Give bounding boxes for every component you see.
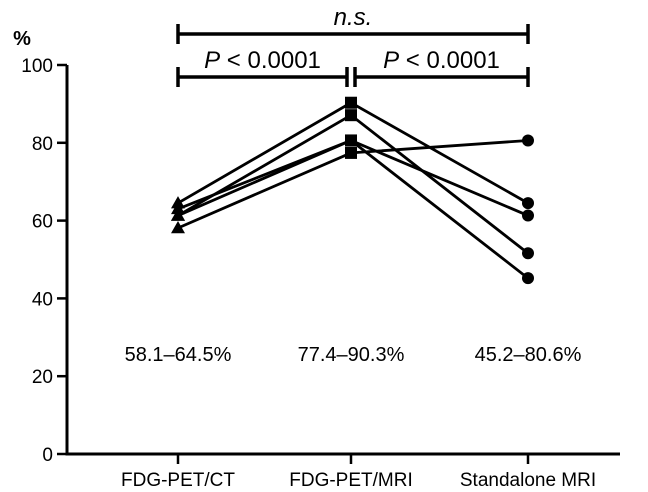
y-axis-label: %	[13, 28, 31, 50]
data-point-triangle	[171, 208, 185, 221]
y-tick-label: 20	[32, 367, 53, 388]
y-tick-label: 60	[32, 212, 53, 233]
y-tick-label: 80	[32, 134, 53, 155]
data-point-square	[345, 109, 357, 122]
data-point-triangle	[171, 201, 185, 215]
data-point-square	[345, 146, 357, 159]
data-point-square	[345, 96, 357, 109]
x-tick-label: Standalone MRI	[460, 470, 596, 491]
comparison-label: n.s.	[334, 4, 373, 31]
range-label: 77.4–90.3%	[298, 344, 405, 366]
comparison-label: P < 0.0001	[383, 47, 500, 74]
data-point-circle	[522, 197, 534, 210]
y-tick-label: 100	[21, 56, 53, 77]
series-line	[177, 139, 529, 280]
data-point-square	[345, 134, 357, 147]
data-point-triangle	[171, 220, 185, 234]
data-point-circle	[522, 134, 534, 147]
comparison-label: P < 0.0001	[204, 47, 321, 74]
x-tick-label: FDG-PET/MRI	[289, 470, 413, 491]
data-point-circle	[522, 209, 534, 222]
range-label: 58.1–64.5%	[125, 344, 232, 366]
x-tick-label: FDG-PET/CT	[121, 470, 235, 491]
y-tick-label: 0	[42, 445, 53, 466]
range-label: 45.2–80.6%	[475, 344, 582, 366]
data-point-circle	[522, 272, 534, 285]
data-point-circle	[522, 247, 534, 260]
y-tick-label: 40	[32, 289, 53, 310]
